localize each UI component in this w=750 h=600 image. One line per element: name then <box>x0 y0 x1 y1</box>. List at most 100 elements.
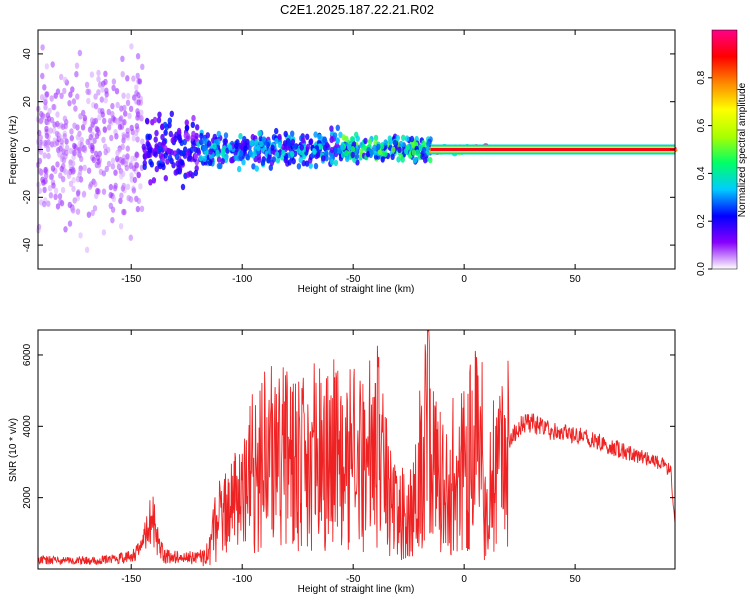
spectrogram-cell <box>398 140 404 148</box>
colorbar-gradient <box>712 30 737 269</box>
spectrogram-cell <box>119 115 124 122</box>
spectrogram-cell <box>176 164 181 172</box>
spectrogram-cell <box>43 166 48 174</box>
spectrogram-cell <box>134 151 139 158</box>
spectrogram-cell <box>123 110 128 117</box>
spectrogram-cell <box>387 135 392 142</box>
spectrogram-cell <box>277 141 282 148</box>
spectrogram-cell <box>290 150 295 158</box>
spectrogram-cell <box>240 140 246 147</box>
spectrogram-cell <box>57 133 63 141</box>
spectrogram-cell <box>82 114 88 122</box>
spectrogram-cell <box>101 188 107 195</box>
spectrogram-cell <box>68 91 73 98</box>
spectrogram-cell <box>170 137 175 144</box>
spectrogram-cell <box>199 132 204 140</box>
spectrogram-x-tick-label: 50 <box>570 274 582 285</box>
spectrogram-cell <box>251 163 256 170</box>
spectrogram-cell <box>212 142 217 150</box>
spectrogram-cell <box>404 135 410 142</box>
spectrogram-y-tick-label: 20 <box>22 96 33 108</box>
spectrogram-cell <box>121 133 127 141</box>
spectrogram-cell <box>322 136 327 143</box>
spectrogram-cell <box>216 130 221 138</box>
snr-x-tick-label: 50 <box>570 574 582 585</box>
spectrogram-cell <box>296 163 302 170</box>
spectrogram-cell <box>99 96 105 103</box>
spectrogram-cell <box>191 114 196 122</box>
spectrogram-cell <box>132 176 138 184</box>
spectrogram-cell <box>110 157 116 164</box>
spectrogram-cell <box>106 124 112 131</box>
spectrogram-cell <box>120 71 125 78</box>
spectrogram-cell <box>144 117 150 125</box>
spectrogram-cell <box>193 153 199 160</box>
spectrogram-cell <box>405 144 410 151</box>
spectrogram-cell <box>146 151 151 159</box>
spectrogram-cell <box>61 157 67 164</box>
spectrogram-cell <box>57 193 63 200</box>
spectrogram-cell <box>126 194 131 202</box>
spectrogram-cell <box>287 159 292 166</box>
spectrogram-cell <box>44 132 50 139</box>
spectrogram-cell <box>104 87 109 94</box>
spectrogram-cell <box>71 167 76 175</box>
spectrogram-cell <box>199 138 204 146</box>
spectrogram-cell <box>254 138 259 146</box>
spectrogram-cell <box>128 234 133 241</box>
spectrogram-cell <box>125 99 131 107</box>
snr-x-tick-label: 0 <box>461 574 467 585</box>
spectrogram-cell <box>313 131 318 138</box>
spectrogram-cell <box>140 138 145 145</box>
colorbar-tick-label: 0.2 <box>696 214 707 228</box>
spectrogram-cell <box>391 146 396 153</box>
spectrogram-cell <box>401 134 406 141</box>
spectrogram-cell <box>95 187 100 195</box>
spectrogram-cell <box>147 133 152 140</box>
spectrogram-cell <box>125 153 130 160</box>
spectrogram-cell <box>92 205 98 212</box>
spectrogram-cell <box>87 88 92 96</box>
spectrogram-cell <box>94 132 100 139</box>
spectrogram-cell <box>87 183 93 190</box>
spectrogram-cell <box>298 156 303 163</box>
spectrogram-cell <box>74 62 80 69</box>
spectrogram-cell <box>161 163 166 171</box>
snr-y-tick-label: 2000 <box>22 486 33 509</box>
spectrogram-cell <box>248 150 254 158</box>
spectrogram-cell <box>390 153 395 160</box>
spectrogram-cell <box>42 186 47 194</box>
spectrogram-cell <box>206 140 212 147</box>
spectrogram-cell <box>40 72 45 80</box>
spectrogram-cell <box>100 86 105 93</box>
spectrogram-cell <box>176 127 182 135</box>
spectrogram-cell <box>113 169 118 176</box>
spectrogram-cell <box>363 137 368 145</box>
spectrogram-cell <box>237 165 242 173</box>
spectrogram-cell <box>156 117 162 124</box>
spectrogram-cell <box>220 158 225 165</box>
spectrogram-cell <box>64 138 69 145</box>
spectrogram-cell <box>254 165 259 172</box>
spectrogram-cell <box>68 162 73 170</box>
spectrogram-cell <box>153 151 158 158</box>
spectrogram-cell <box>135 53 141 60</box>
spectrogram-cell <box>135 205 141 213</box>
spectrogram-cell <box>115 149 120 157</box>
spectrogram-cell <box>223 132 229 139</box>
spectrogram-cell <box>125 145 130 152</box>
spectrogram-cells <box>35 43 678 253</box>
spectrogram-cell <box>75 93 80 100</box>
spectrogram-cell <box>260 159 266 166</box>
colorbar-label: Normalized spectral amplitude <box>737 82 748 217</box>
spectrogram-cell <box>55 88 61 95</box>
spectrogram-cell <box>134 90 139 97</box>
spectrogram-cell <box>341 134 346 141</box>
spectrogram-cell <box>141 143 146 151</box>
spectrogram-cell <box>111 78 117 85</box>
spectrogram-cell <box>109 134 114 142</box>
spectrogram-cell <box>130 155 135 162</box>
spectrogram-cell <box>158 162 163 170</box>
colorbar-ticks: 0.0 0.2 0.4 0.6 0.8 <box>696 29 738 276</box>
spectrogram-cell <box>154 129 159 137</box>
